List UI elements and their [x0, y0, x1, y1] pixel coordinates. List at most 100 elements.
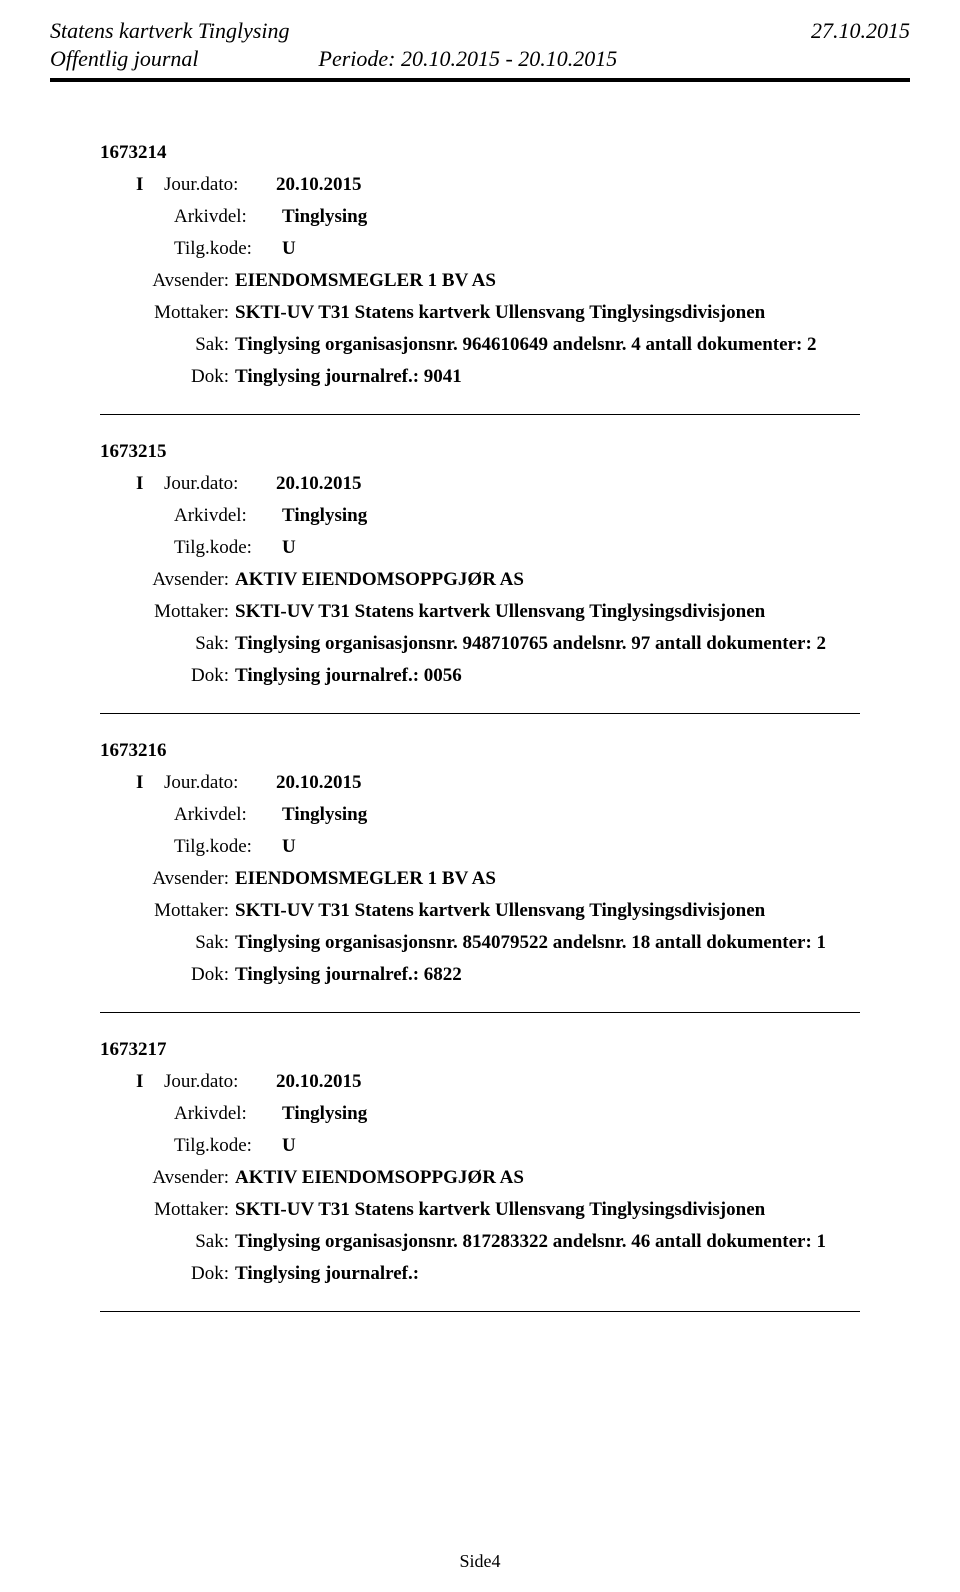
entry-meta-row: I Jour.dato: 20.10.2015 [100, 473, 910, 495]
dok-value: Tinglysing journalref.: [235, 1263, 910, 1285]
tilgkode-label: Tilg.kode: [174, 836, 282, 858]
avsender-label: Avsender: [136, 569, 235, 591]
sak-row: Sak: Tinglysing organisasjonsnr. 8540795… [100, 932, 910, 954]
mottaker-row: Mottaker: SKTI-UV T31 Statens kartverk U… [100, 900, 910, 922]
mottaker-row: Mottaker: SKTI-UV T31 Statens kartverk U… [100, 1199, 910, 1221]
dok-value: Tinglysing journalref.: 6822 [235, 964, 910, 986]
header-row-2: Offentlig journal Periode: 20.10.2015 - … [50, 46, 910, 72]
journal-entry: 1673215 I Jour.dato: 20.10.2015 Arkivdel… [100, 441, 910, 687]
entry-id: 1673214 [100, 142, 910, 164]
sak-label: Sak: [136, 1231, 235, 1253]
entry-type: I [136, 473, 164, 495]
mottaker-value: SKTI-UV T31 Statens kartverk Ullensvang … [235, 302, 910, 324]
sak-value: Tinglysing organisasjonsnr. 817283322 an… [235, 1231, 910, 1253]
arkivdel-value: Tinglysing [282, 1103, 367, 1125]
jour-dato-value: 20.10.2015 [276, 1071, 362, 1093]
mottaker-value: SKTI-UV T31 Statens kartverk Ullensvang … [235, 1199, 910, 1221]
avsender-value: EIENDOMSMEGLER 1 BV AS [235, 270, 910, 292]
tilgkode-label: Tilg.kode: [174, 537, 282, 559]
avsender-row: Avsender: EIENDOMSMEGLER 1 BV AS [100, 868, 910, 890]
header-subtitle: Offentlig journal [50, 46, 199, 72]
jour-dato-label: Jour.dato: [164, 473, 276, 495]
jour-dato-label: Jour.dato: [164, 1071, 276, 1093]
entry-meta-row: I Jour.dato: 20.10.2015 [100, 772, 910, 794]
arkivdel-value: Tinglysing [282, 804, 367, 826]
sak-row: Sak: Tinglysing organisasjonsnr. 9487107… [100, 633, 910, 655]
tilgkode-row: Tilg.kode: U [100, 836, 910, 858]
arkivdel-row: Arkivdel: Tinglysing [100, 206, 910, 228]
mottaker-label: Mottaker: [136, 900, 235, 922]
mottaker-value: SKTI-UV T31 Statens kartverk Ullensvang … [235, 900, 910, 922]
header-rule [50, 78, 910, 82]
avsender-value: EIENDOMSMEGLER 1 BV AS [235, 868, 910, 890]
header-periode: Periode: 20.10.2015 - 20.10.2015 [319, 46, 618, 72]
tilgkode-label: Tilg.kode: [174, 1135, 282, 1157]
avsender-row: Avsender: AKTIV EIENDOMSOPPGJØR AS [100, 569, 910, 591]
mottaker-label: Mottaker: [136, 302, 235, 324]
sak-value: Tinglysing organisasjonsnr. 854079522 an… [235, 932, 910, 954]
jour-dato-label: Jour.dato: [164, 174, 276, 196]
entry-type: I [136, 1071, 164, 1093]
avsender-label: Avsender: [136, 868, 235, 890]
arkivdel-label: Arkivdel: [174, 804, 282, 826]
dok-label: Dok: [136, 665, 235, 687]
dok-row: Dok: Tinglysing journalref.: 6822 [100, 964, 910, 986]
dok-value: Tinglysing journalref.: 0056 [235, 665, 910, 687]
tilgkode-value: U [282, 1135, 296, 1157]
entry-id: 1673215 [100, 441, 910, 463]
jour-dato-value: 20.10.2015 [276, 473, 362, 495]
dok-label: Dok: [136, 964, 235, 986]
tilgkode-label: Tilg.kode: [174, 238, 282, 260]
arkivdel-row: Arkivdel: Tinglysing [100, 505, 910, 527]
tilgkode-row: Tilg.kode: U [100, 537, 910, 559]
entry-separator [100, 1012, 860, 1013]
entry-type: I [136, 174, 164, 196]
sak-value: Tinglysing organisasjonsnr. 948710765 an… [235, 633, 910, 655]
header-row-1: Statens kartverk Tinglysing 27.10.2015 [50, 18, 910, 44]
entries-container: 1673214 I Jour.dato: 20.10.2015 Arkivdel… [100, 142, 910, 1312]
entry-separator [100, 414, 860, 415]
entry-separator [100, 1311, 860, 1312]
arkivdel-row: Arkivdel: Tinglysing [100, 1103, 910, 1125]
entry-id: 1673217 [100, 1039, 910, 1061]
mottaker-row: Mottaker: SKTI-UV T31 Statens kartverk U… [100, 302, 910, 324]
avsender-value: AKTIV EIENDOMSOPPGJØR AS [235, 569, 910, 591]
sak-label: Sak: [136, 932, 235, 954]
tilgkode-value: U [282, 537, 296, 559]
header-title-left: Statens kartverk Tinglysing [50, 18, 290, 44]
dok-row: Dok: Tinglysing journalref.: 0056 [100, 665, 910, 687]
entry-meta-row: I Jour.dato: 20.10.2015 [100, 1071, 910, 1093]
header-date-right: 27.10.2015 [811, 18, 910, 44]
arkivdel-value: Tinglysing [282, 505, 367, 527]
dok-value: Tinglysing journalref.: 9041 [235, 366, 910, 388]
arkivdel-label: Arkivdel: [174, 206, 282, 228]
mottaker-label: Mottaker: [136, 1199, 235, 1221]
sak-row: Sak: Tinglysing organisasjonsnr. 8172833… [100, 1231, 910, 1253]
entry-meta-row: I Jour.dato: 20.10.2015 [100, 174, 910, 196]
arkivdel-label: Arkivdel: [174, 1103, 282, 1125]
jour-dato-label: Jour.dato: [164, 772, 276, 794]
avsender-value: AKTIV EIENDOMSOPPGJØR AS [235, 1167, 910, 1189]
sak-label: Sak: [136, 334, 235, 356]
mottaker-label: Mottaker: [136, 601, 235, 623]
entry-type: I [136, 772, 164, 794]
sak-value: Tinglysing organisasjonsnr. 964610649 an… [235, 334, 910, 356]
page: Statens kartverk Tinglysing 27.10.2015 O… [0, 0, 960, 1592]
arkivdel-row: Arkivdel: Tinglysing [100, 804, 910, 826]
dok-label: Dok: [136, 366, 235, 388]
tilgkode-row: Tilg.kode: U [100, 238, 910, 260]
avsender-row: Avsender: EIENDOMSMEGLER 1 BV AS [100, 270, 910, 292]
dok-row: Dok: Tinglysing journalref.: [100, 1263, 910, 1285]
journal-entry: 1673214 I Jour.dato: 20.10.2015 Arkivdel… [100, 142, 910, 388]
journal-entry: 1673216 I Jour.dato: 20.10.2015 Arkivdel… [100, 740, 910, 986]
mottaker-value: SKTI-UV T31 Statens kartverk Ullensvang … [235, 601, 910, 623]
sak-label: Sak: [136, 633, 235, 655]
entry-separator [100, 713, 860, 714]
journal-entry: 1673217 I Jour.dato: 20.10.2015 Arkivdel… [100, 1039, 910, 1285]
entry-id: 1673216 [100, 740, 910, 762]
dok-row: Dok: Tinglysing journalref.: 9041 [100, 366, 910, 388]
page-header: Statens kartverk Tinglysing 27.10.2015 O… [50, 0, 910, 72]
page-footer: Side4 [0, 1551, 960, 1572]
sak-row: Sak: Tinglysing organisasjonsnr. 9646106… [100, 334, 910, 356]
jour-dato-value: 20.10.2015 [276, 772, 362, 794]
